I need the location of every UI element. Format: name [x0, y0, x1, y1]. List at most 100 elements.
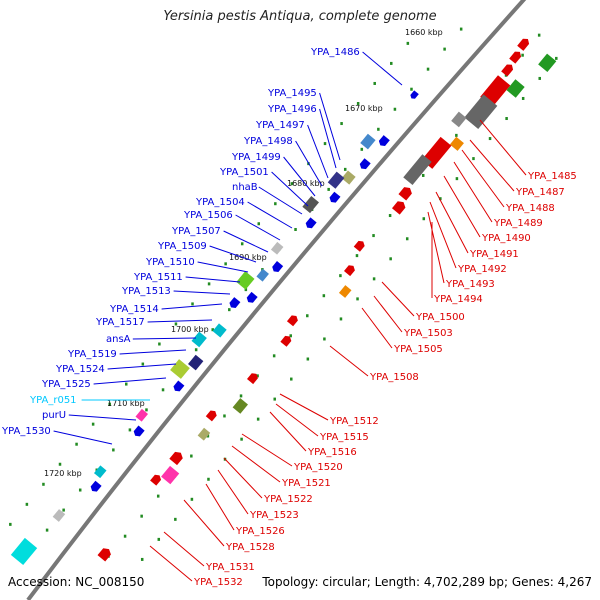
right-gene-label: YPA_1505 [393, 344, 443, 355]
right-gene-label: YPA_1490 [481, 233, 531, 244]
right-gene-label: YPA_1488 [505, 203, 555, 214]
tick-dot [472, 157, 475, 161]
gene-block [135, 408, 149, 422]
reverse-gene-arrow [391, 201, 406, 215]
right-gene-label: YPA_1526 [235, 526, 285, 537]
tick-dot [256, 374, 259, 378]
tick-dot [78, 488, 82, 492]
tick-dot [405, 237, 409, 241]
tick-dot [455, 177, 459, 181]
tick-dot [190, 497, 194, 501]
forward-gene-arrow [378, 135, 390, 147]
forward-gene-arrow [410, 90, 419, 99]
tick-dot [488, 137, 492, 141]
gene-block [403, 154, 432, 185]
tick-dot [459, 27, 463, 31]
tick-dot [339, 317, 343, 321]
tick-dot [339, 274, 342, 278]
tick-dot [537, 33, 541, 37]
right-leader-line [205, 483, 235, 531]
right-leader-line [149, 545, 193, 582]
left-gene-label: YPA_1504 [195, 197, 245, 208]
tick-dot [194, 348, 198, 352]
reverse-gene-arrow [501, 64, 514, 77]
genome-backbone [26, 0, 527, 600]
tick-dot [443, 47, 446, 51]
tick-dot [91, 422, 95, 426]
gene-block [451, 111, 467, 128]
tick-dot [422, 217, 426, 221]
tick-dot [244, 288, 248, 292]
left-leader-line [68, 414, 137, 421]
kbp-label: 1710 kbp [107, 399, 145, 408]
right-leader-line [241, 433, 293, 467]
left-gene-label: YPA_1524 [55, 364, 105, 375]
reverse-gene-arrow [246, 373, 258, 385]
gene-block [256, 268, 269, 282]
right-gene-label: YPA_1521 [281, 478, 331, 489]
tick-dot [158, 342, 161, 346]
right-gene-label: YPA_1500 [415, 312, 465, 323]
left-gene-label: ansA [106, 334, 131, 345]
left-gene-label: YPA_1496 [267, 104, 317, 115]
tick-dot [207, 477, 210, 481]
left-gene-label: YPA_1497 [255, 120, 305, 131]
tick-dot [455, 133, 458, 137]
tick-dot [389, 257, 392, 261]
left-gene-label: YPA_1511 [133, 272, 183, 283]
tick-dot [25, 502, 29, 506]
tick-dot [174, 322, 178, 326]
right-leader-line [453, 161, 493, 223]
reverse-gene-arrow [205, 410, 217, 422]
tick-dot [538, 76, 541, 80]
tick-dot [306, 314, 309, 318]
left-leader-line [319, 108, 337, 169]
right-gene-label: YPA_1531 [205, 562, 255, 573]
tick-dot [505, 117, 508, 121]
right-leader-line [429, 201, 457, 269]
reverse-gene-arrow [286, 315, 298, 327]
left-leader-line [161, 303, 223, 310]
left-gene-label: YPA_1498 [243, 136, 293, 147]
tick-dot [290, 182, 294, 186]
forward-gene-arrow [329, 191, 341, 203]
tick-dot [356, 297, 359, 301]
tick-dot [306, 357, 310, 361]
right-gene-label: YPA_1532 [193, 577, 243, 588]
tick-dot [421, 173, 425, 177]
tick-dot [274, 202, 277, 206]
right-leader-line [183, 499, 225, 547]
tick-dot [140, 557, 144, 561]
kbp-label: 1690 kbp [229, 253, 267, 262]
forward-gene-arrow [90, 480, 102, 492]
left-leader-line [319, 92, 341, 161]
right-leader-line [329, 345, 369, 377]
left-leader-line [185, 276, 241, 283]
tick-dot [256, 417, 260, 421]
gene-block [338, 285, 352, 298]
left-leader-line [295, 140, 323, 187]
gene-block [236, 271, 255, 290]
left-gene-label: YPA_1519 [67, 349, 117, 360]
gene-block [161, 465, 180, 485]
forward-gene-arrow [272, 261, 284, 272]
tick-dot [290, 377, 293, 381]
reverse-gene-arrow [280, 335, 292, 347]
right-gene-label: YPA_1508 [369, 372, 419, 383]
tick-dot [112, 448, 115, 452]
tick-dot [521, 96, 525, 100]
left-gene-label: YPA_1499 [231, 152, 281, 163]
tick-dot [372, 277, 376, 281]
tick-dot [191, 302, 194, 306]
gene-block [464, 94, 498, 130]
left-leader-line [147, 319, 213, 323]
tick-dot [327, 187, 330, 191]
gene-block [170, 359, 190, 379]
gene-block [52, 509, 66, 522]
gene-block [93, 465, 107, 479]
left-leader-line [93, 377, 167, 385]
kbp-label: 1700 kbp [171, 325, 209, 334]
right-gene-label: YPA_1523 [249, 510, 299, 521]
tick-dot [555, 56, 558, 60]
tick-dot [343, 167, 347, 171]
